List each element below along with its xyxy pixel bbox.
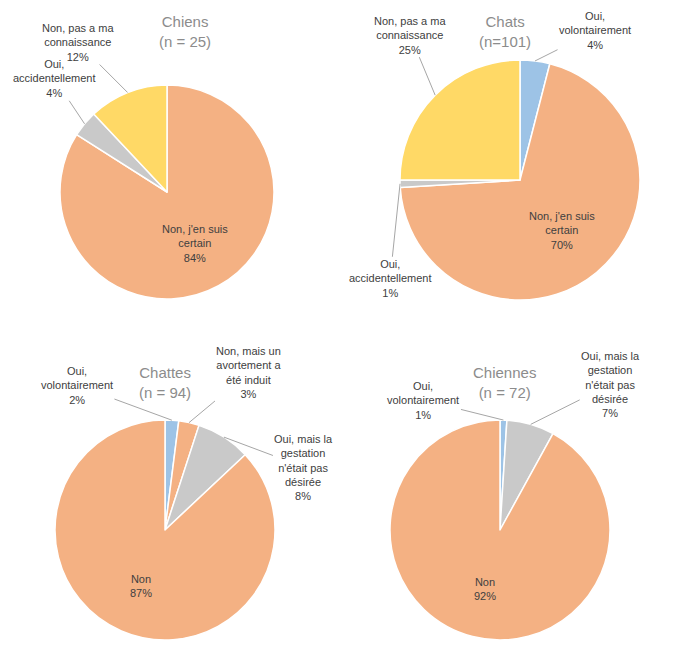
svg-text:Non87%: Non87% xyxy=(130,573,152,599)
svg-text:Oui,volontairement1%: Oui,volontairement1% xyxy=(387,380,459,421)
svg-text:Oui, mais lagestationn'était p: Oui, mais lagestationn'était pasdésirée8… xyxy=(274,433,333,502)
svg-text:Oui,accidentellement1%: Oui,accidentellement1% xyxy=(349,258,432,299)
svg-text:Chiennes(n = 72): Chiennes(n = 72) xyxy=(473,364,536,401)
svg-text:Chats(n=101): Chats(n=101) xyxy=(479,13,531,50)
svg-text:Non, j'en suiscertain84%: Non, j'en suiscertain84% xyxy=(162,223,228,264)
svg-text:Chattes(n = 94): Chattes(n = 94) xyxy=(139,364,191,401)
svg-text:Oui, mais lagestationn'était p: Oui, mais lagestationn'était pasdésirée7… xyxy=(581,350,640,419)
svg-text:Oui,volontairement2%: Oui,volontairement2% xyxy=(41,365,113,406)
svg-text:Chiens(n = 25): Chiens(n = 25) xyxy=(159,13,211,50)
svg-text:Non, pas a maconnaissance12%: Non, pas a maconnaissance12% xyxy=(42,22,114,63)
svg-text:Non, pas a maconnaissance25%: Non, pas a maconnaissance25% xyxy=(374,15,446,56)
svg-text:Non, j'en suiscertain70%: Non, j'en suiscertain70% xyxy=(529,210,595,251)
svg-text:Oui,volontairement4%: Oui,volontairement4% xyxy=(559,10,631,51)
svg-text:Non, mais unavortement aété in: Non, mais unavortement aété induit3% xyxy=(216,345,281,400)
svg-text:Oui,accidentellement4%: Oui,accidentellement4% xyxy=(13,58,96,99)
svg-text:Non92%: Non92% xyxy=(474,576,496,602)
